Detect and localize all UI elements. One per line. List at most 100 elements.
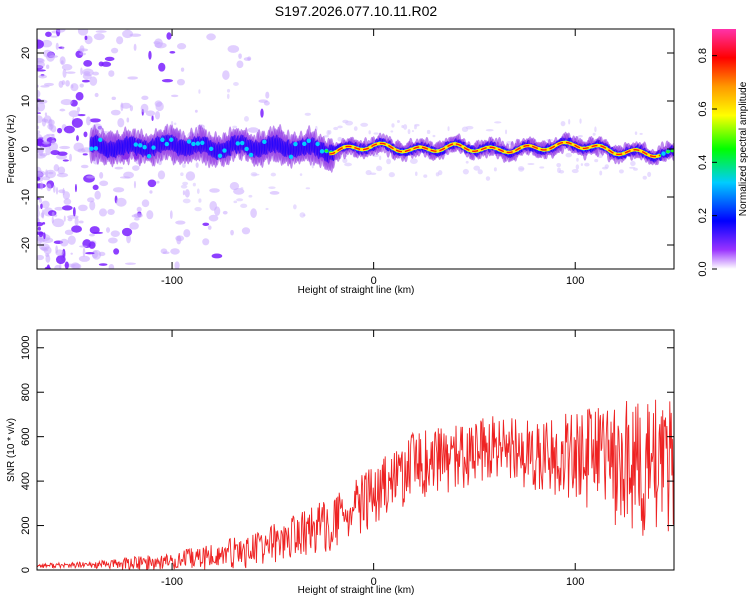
colorbar: 0.0 0.2 0.4 0.6 0.8 Normalized spectral ampl… — [697, 29, 749, 277]
spectrogram-noise-blob — [71, 225, 83, 233]
spectrogram-noise-blob — [91, 250, 98, 259]
spectrogram-noise-blob — [250, 208, 257, 218]
spectrogram-noise-blob — [41, 200, 50, 209]
spectrogram-noise-blob — [37, 153, 46, 159]
spectrogram-noise-blob — [37, 99, 48, 104]
spectrogram-faint-blob — [198, 198, 202, 203]
spectrogram-noise-blob — [75, 91, 84, 101]
spectrogram-band-peak — [98, 137, 103, 142]
spectrogram-noise-blob — [89, 200, 96, 211]
spectrogram-noise-blob — [71, 263, 82, 269]
spectrogram-noise-blob — [154, 38, 163, 49]
spectrogram-faint-blob — [182, 181, 189, 186]
spectrogram-noise-blob — [53, 164, 60, 172]
spectrogram-faint-blob — [462, 168, 469, 175]
spectrogram-faint-blob — [226, 93, 230, 100]
spectrogram-noise-blob — [151, 115, 154, 121]
colorbar-tick-label: 0.6 — [697, 101, 709, 116]
spectrogram-faint-blob — [465, 160, 469, 164]
spectrogram-noise-blob — [107, 237, 118, 244]
spectrogram-image — [37, 29, 674, 269]
spectrogram-noise-blob — [260, 108, 264, 118]
spectrogram-noise-blob — [65, 80, 70, 87]
spectrogram-noise-blob — [227, 45, 240, 53]
spectrogram-noise-blob — [147, 179, 157, 188]
spectrogram-noise-blob — [37, 125, 40, 130]
spectrogram-faint-blob — [180, 184, 188, 189]
spectrogram-noise-blob — [184, 189, 190, 198]
spectrogram-noise-blob — [115, 197, 127, 207]
spectrogram-noise-blob — [77, 113, 86, 117]
spectrogram-faint-blob — [251, 173, 260, 176]
spectrogram-noise-blob — [99, 180, 109, 187]
spectrogram-faint-blob — [432, 134, 436, 138]
spectrogram-noise-blob — [62, 191, 70, 200]
spectrogram-noise-blob — [59, 108, 66, 112]
spectrogram-faint-blob — [642, 175, 647, 180]
spectrogram-faint-blob — [192, 182, 196, 187]
spectrogram-noise-blob — [89, 76, 98, 86]
spectrogram-noise-blob — [48, 171, 54, 175]
spectrogram-faint-blob — [240, 187, 244, 190]
spectrogram-faint-blob — [539, 166, 545, 169]
spectrogram-faint-blob — [365, 170, 372, 176]
spectrogram-noise-blob — [229, 182, 240, 191]
spectrogram-noise-blob — [46, 183, 52, 192]
spectrogram-noise-blob — [108, 70, 115, 77]
spectrogram-noise-blob — [46, 64, 50, 69]
spectrogram-noise-blob — [37, 146, 40, 153]
spectrogram-band-peak — [302, 141, 307, 147]
spectrogram-noise-blob — [176, 235, 182, 245]
spectrogram-faint-blob — [376, 165, 383, 172]
spectrogram-noise-blob — [37, 89, 41, 98]
spectrogram-noise-blob — [37, 130, 41, 134]
spectrogram-faint-blob — [414, 123, 420, 127]
spectrogram-faint-blob — [182, 198, 191, 204]
spectrogram-noise-blob — [136, 206, 142, 213]
spectrogram-faint-blob — [485, 176, 491, 181]
spectrogram-noise-blob — [40, 212, 44, 218]
spectrogram-noise-blob — [50, 35, 58, 38]
spectrogram-xtick-label: 100 — [566, 275, 584, 287]
spectrogram-noise-blob — [79, 52, 87, 56]
spectrogram-faint-blob — [232, 125, 238, 129]
spectrogram-faint-blob — [233, 200, 238, 204]
spectrogram-noise-blob — [146, 210, 154, 220]
spectrogram-noise-blob — [37, 57, 45, 64]
spectrogram-faint-blob — [403, 124, 408, 130]
colorbar-label: Normalized spectral amplitude — [738, 81, 749, 216]
spectrogram-noise-blob — [111, 96, 116, 101]
spectrogram-noise-blob — [55, 29, 66, 33]
spectrogram-faint-blob — [594, 126, 597, 133]
spectrogram-faint-blob — [299, 173, 303, 176]
spectrogram-noise-blob — [82, 153, 88, 156]
spectrogram-noise-blob — [140, 103, 149, 113]
spectrogram-faint-blob — [556, 162, 562, 168]
spectrogram-faint-blob — [494, 121, 502, 124]
spectrogram-ylabel: Frequency (Hz) — [6, 115, 17, 184]
snr-series-line — [37, 399, 674, 570]
spectrogram-noise-blob — [154, 110, 161, 120]
spectrogram-faint-blob — [268, 186, 276, 190]
colorbar-gradient — [712, 29, 736, 269]
spectrogram-noise-blob — [85, 251, 95, 255]
spectrogram-noise-blob — [37, 170, 46, 177]
spectrogram-xtick-label: 0 — [371, 275, 377, 287]
spectrogram-noise-blob — [37, 210, 40, 217]
spectrogram-noise-blob — [170, 248, 180, 255]
spectrogram-faint-blob — [373, 132, 379, 135]
spectrogram-noise-blob — [40, 182, 44, 190]
spectrogram-noise-blob — [116, 36, 124, 45]
spectrogram-faint-blob — [568, 118, 571, 125]
spectrogram-band-peak — [146, 153, 152, 159]
spectrogram-noise-blob — [37, 183, 46, 189]
spectrogram-noise-blob — [141, 199, 150, 208]
spectrogram-noise-blob — [58, 80, 64, 88]
spectrogram-noise-blob — [40, 203, 43, 210]
spectrogram-noise-blob — [209, 200, 218, 211]
spectrogram-noise-blob — [99, 208, 108, 217]
spectrogram-noise-blob — [55, 187, 59, 195]
snr-ytick-label: 1000 — [20, 336, 32, 360]
